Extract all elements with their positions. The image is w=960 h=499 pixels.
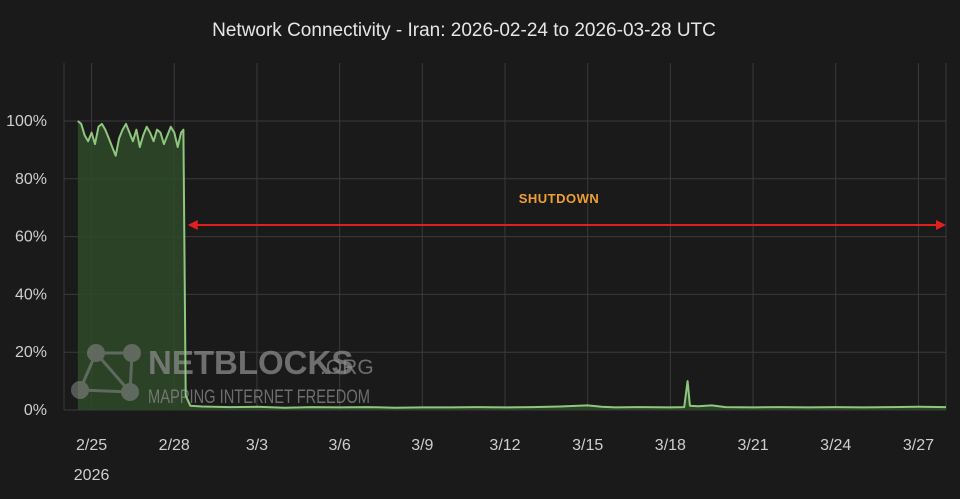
series-area <box>77 121 947 410</box>
watermark: NETBLOCKS .ORG MAPPING INTERNET FREEDOM <box>71 344 374 408</box>
x-tick-label: 3/6 <box>329 437 351 454</box>
x-tick-label: 3/3 <box>246 437 268 454</box>
chart-title: Network Connectivity - Iran: 2026-02-24 … <box>212 20 716 41</box>
shutdown-annotation: SHUTDOWN <box>187 191 946 231</box>
x-tick-label: 2/25 <box>76 437 107 454</box>
x-tick-label: 3/27 <box>903 437 934 454</box>
series-line <box>77 120 947 409</box>
grid-layer <box>63 63 947 411</box>
x-tick-label: 3/18 <box>655 437 686 454</box>
y-tick-label: 60% <box>15 229 47 246</box>
y-axis-ticks: 0% 20% 40% 60% 80% 100% <box>6 113 47 419</box>
network-nodes-icon <box>71 344 141 401</box>
watermark-title: NETBLOCKS <box>148 344 353 381</box>
y-tick-label: 20% <box>15 344 47 361</box>
x-tick-sublabel: 2026 <box>74 467 110 484</box>
arrow-head-right <box>936 220 946 231</box>
x-tick-label: 3/24 <box>820 437 851 454</box>
y-tick-label: 100% <box>6 113 47 130</box>
watermark-tagline: MAPPING INTERNET FREEDOM <box>148 387 370 408</box>
annotation-label: SHUTDOWN <box>519 191 600 206</box>
x-tick-label: 2/28 <box>159 437 190 454</box>
x-tick-label: 3/21 <box>737 437 768 454</box>
x-tick-label: 3/15 <box>572 437 603 454</box>
series-line-path <box>77 120 947 409</box>
arrow-head-left <box>187 220 198 231</box>
y-tick-label: 40% <box>15 286 47 303</box>
y-tick-label: 0% <box>24 402 47 419</box>
x-tick-label: 3/12 <box>489 437 520 454</box>
watermark-suffix: .ORG <box>320 356 374 379</box>
x-tick-label: 3/9 <box>411 437 433 454</box>
x-axis-ticks: 2/25 2026 2/28 3/3 3/6 3/9 3/12 3/15 3/18 3/21 3/2… <box>74 437 934 484</box>
y-tick-label: 80% <box>15 171 47 188</box>
area-fill <box>77 121 947 410</box>
